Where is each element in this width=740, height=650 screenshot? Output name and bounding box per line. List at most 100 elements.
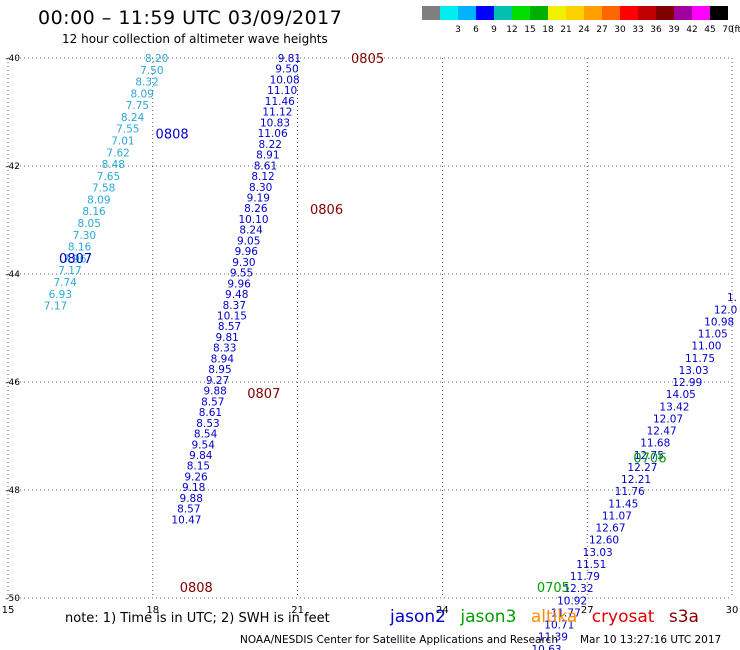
swh-label: 13.03 xyxy=(583,547,613,559)
color-tick-label: 39 xyxy=(668,25,680,35)
color-tick-label: 27 xyxy=(596,25,607,35)
swh-label: 11.77 xyxy=(551,607,581,619)
swh-label: 12.47 xyxy=(647,426,677,438)
swh-label: 11.10 xyxy=(267,85,297,97)
swh-label: 7.01 xyxy=(111,136,134,148)
swh-label: 10.10 xyxy=(238,214,268,226)
satellite-legend: jason2 jason3 altika cryosat s3a xyxy=(390,607,708,627)
color-swatch xyxy=(620,6,638,20)
swh-label: 7.62 xyxy=(106,147,129,159)
swh-label: 8.95 xyxy=(208,364,231,376)
swh-label: 11.76 xyxy=(615,486,645,498)
swh-label: 10.47 xyxy=(171,514,201,526)
swh-label: 7.30 xyxy=(73,230,96,242)
footnote: note: 1) Time is in UTC; 2) SWH is in fe… xyxy=(65,611,330,626)
color-tick-label: 24 xyxy=(578,25,590,35)
swh-label: 11.46 xyxy=(265,96,295,108)
swh-label: 11.05 xyxy=(698,329,728,341)
color-swatch xyxy=(710,6,728,20)
swh-label: 10.71 xyxy=(544,620,574,632)
swh-label: 9.96 xyxy=(227,278,251,290)
swh-label: 9.48 xyxy=(225,289,248,301)
generated-timestamp: Mar 10 13:27:16 UTC 2017 xyxy=(580,634,722,646)
swh-label: 7.74 xyxy=(53,277,77,289)
pass-time-label: 0807 xyxy=(59,252,92,267)
swh-label: 7.58 xyxy=(92,183,115,195)
color-tick-label: 6 xyxy=(473,25,479,35)
swh-label: 11.68 xyxy=(640,438,670,450)
legend-jason2: jason2 xyxy=(390,607,446,627)
swh-label: 8.54 xyxy=(194,429,218,441)
swh-label: 1. xyxy=(727,292,737,304)
swh-label: 8.24 xyxy=(121,112,145,124)
swh-label: 9.55 xyxy=(230,268,253,280)
color-swatch xyxy=(530,6,548,20)
color-swatch xyxy=(566,6,584,20)
swh-label: 11.06 xyxy=(258,128,288,140)
pass-time-label: 0805 xyxy=(351,52,384,67)
swh-label: 7.17 xyxy=(44,301,67,313)
swh-label: 12.67 xyxy=(595,523,625,535)
color-swatch xyxy=(584,6,602,20)
swh-label: 9.88 xyxy=(203,386,226,398)
legend-altika: altika xyxy=(530,607,578,627)
swh-label: 8.09 xyxy=(87,194,110,206)
swh-label: 10.83 xyxy=(260,117,290,129)
swh-label: 8.09 xyxy=(131,88,154,100)
color-swatch xyxy=(692,6,710,20)
swh-label: 8.91 xyxy=(256,150,279,162)
track-2: 0807 0808 xyxy=(180,387,281,596)
swh-label: 11.39 xyxy=(538,632,568,644)
swh-label: 8.33 xyxy=(213,343,236,355)
swh-label: 12.0 xyxy=(714,304,737,316)
swh-label: 10.63 xyxy=(532,644,562,650)
swh-label: 8.26 xyxy=(244,203,268,215)
color-swatch xyxy=(602,6,620,20)
swh-label: 12.32 xyxy=(563,583,593,595)
y-tick-label: -40 xyxy=(5,54,20,64)
color-swatch xyxy=(422,6,440,20)
swh-label: 8.15 xyxy=(187,461,210,473)
grid-lines xyxy=(7,57,733,599)
color-tick-label: 42 xyxy=(686,25,697,35)
x-tick-label: 27 xyxy=(581,605,594,616)
pass-time-label: 0705 xyxy=(537,581,570,596)
swh-label: 12.75 xyxy=(634,450,664,462)
swh-label: 11.45 xyxy=(608,498,638,510)
legend-s3a: s3a xyxy=(668,607,699,627)
color-swatch xyxy=(674,6,692,20)
color-swatch xyxy=(440,6,458,20)
swh-label: 9.18 xyxy=(182,482,205,494)
swh-label: 9.30 xyxy=(232,257,255,269)
swh-label: 10.98 xyxy=(704,316,734,328)
source-credit: NOAA/NESDIS Center for Satellite Applica… xyxy=(240,634,558,646)
page-subtitle: 12 hour collection of altimeter wave hei… xyxy=(62,32,328,46)
color-swatch xyxy=(656,6,674,20)
y-tick-label: -46 xyxy=(5,378,20,388)
page-title: 00:00 – 11:59 UTC 03/09/2017 xyxy=(38,7,343,29)
swh-label: 13.42 xyxy=(659,401,689,413)
swh-label: 8.94 xyxy=(211,353,235,365)
legend-jason3: jason3 xyxy=(460,607,517,627)
legend-cryosat: cryosat xyxy=(591,607,655,627)
swh-label: 11.75 xyxy=(685,353,715,365)
pass-time-label: 0706 xyxy=(633,452,666,467)
swh-label: 8.24 xyxy=(239,225,263,237)
pass-time-label: 0808 xyxy=(180,581,213,596)
swh-label: 8.37 xyxy=(223,300,246,312)
pass-time-label: 0806 xyxy=(310,203,343,218)
swh-label: 9.19 xyxy=(247,192,270,204)
swh-label: 8.05 xyxy=(78,218,101,230)
swh-label: 9.81 xyxy=(278,53,301,65)
swh-label: 9.27 xyxy=(206,375,229,387)
color-swatch xyxy=(476,6,494,20)
swh-label: 8.16 xyxy=(82,206,106,218)
color-tick-label: 33 xyxy=(632,25,643,35)
swh-label: 12.21 xyxy=(621,474,651,486)
swh-label: 9.96 xyxy=(235,246,259,258)
swh-label: 7.17 xyxy=(58,265,81,277)
swh-label: 13.03 xyxy=(679,365,709,377)
color-tick-label: 18 xyxy=(542,25,554,35)
swh-label: 12.27 xyxy=(627,462,657,474)
